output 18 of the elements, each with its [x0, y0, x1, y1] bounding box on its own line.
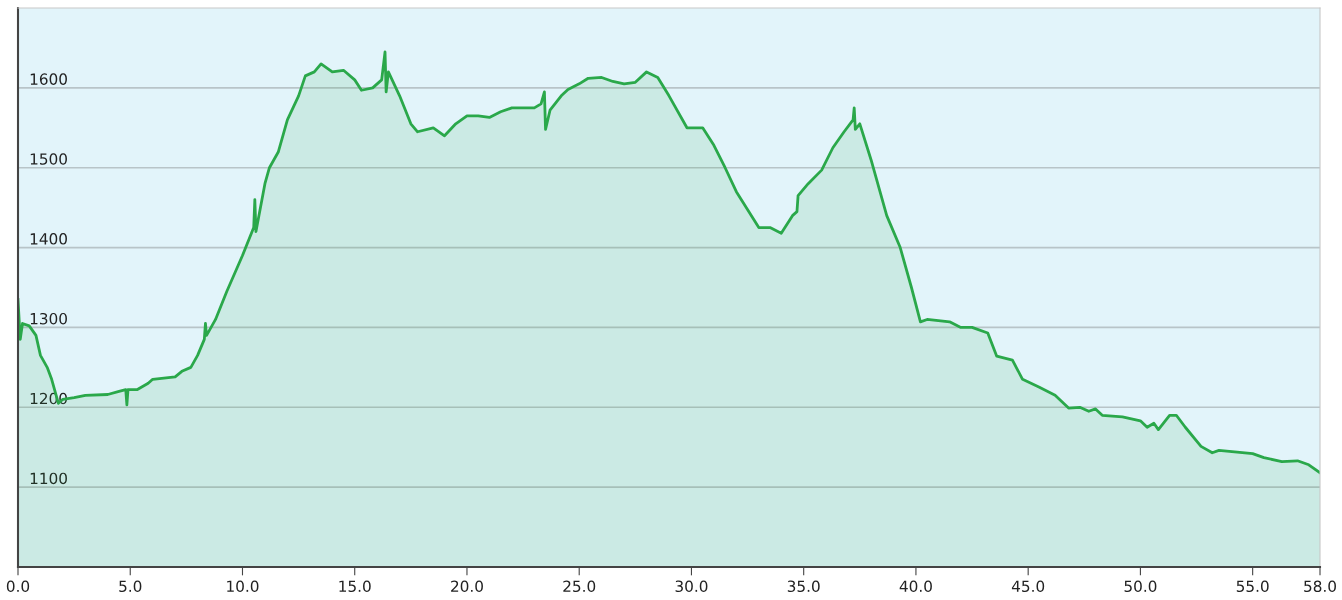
x-tick-label: 15.0 — [339, 580, 371, 593]
x-tick-label: 30.0 — [675, 580, 708, 593]
x-tick-label: 10.0 — [227, 580, 259, 593]
x-tick-label: 40.0 — [899, 580, 932, 593]
x-tick-label: 25.0 — [563, 580, 596, 593]
y-tick-label: 1600 — [30, 73, 67, 85]
y-tick-label: 1100 — [30, 472, 67, 485]
x-tick-label: 50.0 — [1124, 580, 1157, 593]
x-tick-label: 58.0 — [1304, 580, 1336, 593]
x-tick-label: 55.0 — [1236, 580, 1269, 593]
x-tick-label: 5.0 — [119, 580, 142, 593]
y-tick-label: 1400 — [30, 233, 67, 245]
x-tick-label: 0.0 — [6, 580, 30, 593]
x-tick-label: 45.0 — [1011, 580, 1045, 593]
x-tick-label: 35.0 — [787, 580, 820, 593]
y-tick-label: 1500 — [30, 153, 67, 165]
y-tick-label: 1300 — [30, 312, 67, 325]
x-tick-label: 20.0 — [451, 580, 483, 593]
